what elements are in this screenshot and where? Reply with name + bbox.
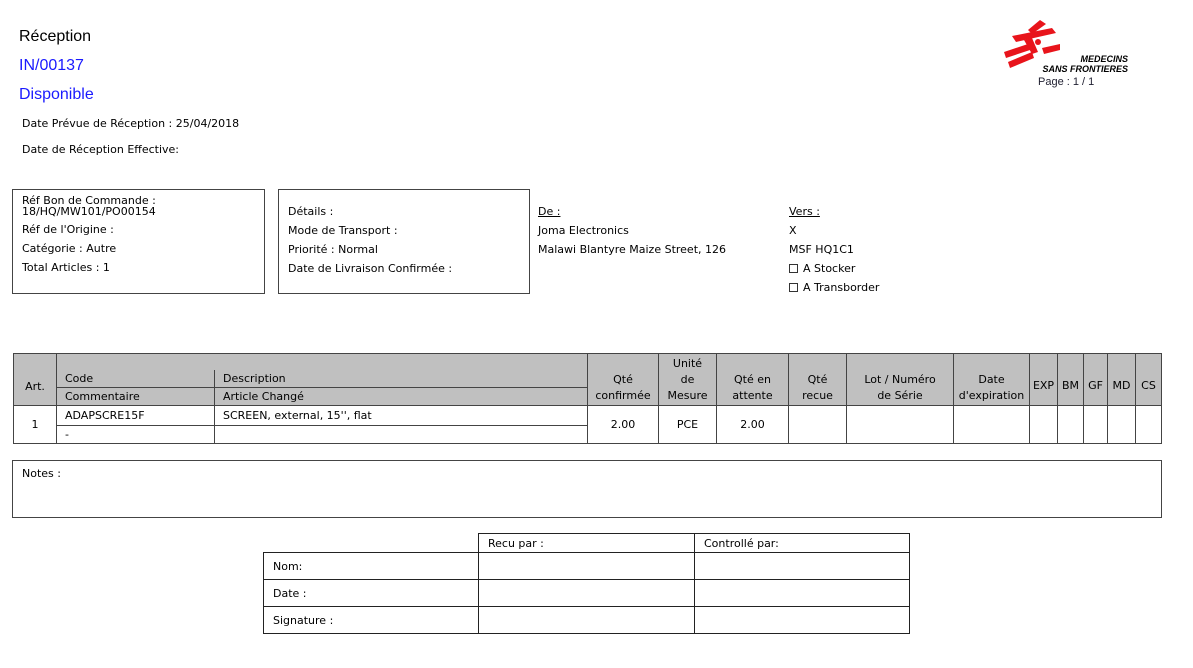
row-lot bbox=[846, 405, 953, 443]
msf-runner-icon bbox=[1004, 20, 1060, 68]
row-article-changed bbox=[214, 425, 587, 443]
col-exp: EXP bbox=[1029, 353, 1057, 405]
status: Disponible bbox=[19, 86, 94, 103]
total-articles: Total Articles : 1 bbox=[22, 261, 110, 274]
col-gf: GF bbox=[1083, 353, 1107, 405]
col-md: MD bbox=[1107, 353, 1135, 405]
page-number: Page : 1 / 1 bbox=[1038, 76, 1095, 88]
msf-logo: MEDECINS SANS FRONTIERES bbox=[1002, 18, 1132, 76]
supplier-address: Malawi Blantyre Maize Street, 126 bbox=[538, 243, 726, 256]
notes-box: Notes : bbox=[12, 460, 1162, 518]
row-qty-confirmed: 2.00 bbox=[587, 405, 658, 443]
details-box: Détails : Mode de Transport : Priorité :… bbox=[278, 189, 530, 294]
notes-label: Notes : bbox=[22, 467, 61, 480]
option-stock-label: A Stocker bbox=[803, 262, 856, 275]
items-table: Art. Code Commentaire Description Articl… bbox=[13, 353, 1162, 444]
controlled-by-header: Controllé par: bbox=[694, 533, 910, 553]
expected-date: Date Prévue de Réception : 25/04/2018 bbox=[22, 117, 240, 130]
destination-name: MSF HQ1C1 bbox=[789, 243, 854, 256]
actual-date: Date de Réception Effective: bbox=[22, 143, 180, 156]
col-qty-confirmed: Qté confirmée bbox=[587, 353, 658, 405]
from-section: De : Joma Electronics Malawi Blantyre Ma… bbox=[538, 202, 726, 259]
col-qty-received: Qté recue bbox=[788, 353, 846, 405]
received-signature-field[interactable] bbox=[478, 606, 695, 634]
received-date-field[interactable] bbox=[478, 579, 695, 607]
date-label: Date : bbox=[263, 579, 479, 607]
to-label: Vers : bbox=[789, 205, 820, 218]
row-bm bbox=[1057, 405, 1083, 443]
controlled-name-field[interactable] bbox=[694, 552, 910, 580]
row-expiry bbox=[953, 405, 1029, 443]
po-label: Réf Bon de Commande : bbox=[22, 194, 156, 207]
category: Catégorie : Autre bbox=[22, 242, 117, 255]
row-exp bbox=[1029, 405, 1057, 443]
col-description: Description bbox=[214, 370, 587, 387]
row-description: SCREEN, external, 15'', flat bbox=[214, 405, 587, 425]
checkbox-icon bbox=[789, 283, 798, 292]
option-transship: A Transborder bbox=[789, 278, 879, 297]
controlled-signature-field[interactable] bbox=[694, 606, 910, 634]
col-code: Code bbox=[56, 370, 214, 387]
document-type: Réception bbox=[19, 28, 92, 45]
row-uom: PCE bbox=[658, 405, 716, 443]
to-x: X bbox=[789, 224, 797, 237]
col-article-changed: Article Changé bbox=[214, 387, 587, 405]
order-info-box: Réf Bon de Commande : 18/HQ/MW101/PO0015… bbox=[12, 189, 265, 294]
col-bm: BM bbox=[1057, 353, 1083, 405]
row-code: ADAPSCRE15F bbox=[56, 405, 214, 425]
confirmed-delivery-date: Date de Livraison Confirmée : bbox=[288, 262, 453, 275]
col-uom: Unité de Mesure bbox=[658, 353, 716, 405]
details: Détails : bbox=[288, 205, 334, 218]
received-name-field[interactable] bbox=[478, 552, 695, 580]
logo-text: MEDECINS SANS FRONTIERES bbox=[1042, 54, 1128, 74]
col-qty-pending: Qté en attente bbox=[716, 353, 788, 405]
supplier-name: Joma Electronics bbox=[538, 224, 629, 237]
to-section: Vers : X MSF HQ1C1 A Stocker A Transbord… bbox=[789, 202, 879, 297]
col-lot: Lot / Numéro de Série bbox=[846, 353, 953, 405]
origin-ref: Réf de l'Origine : bbox=[22, 223, 114, 236]
row-md bbox=[1107, 405, 1135, 443]
signature-label: Signature : bbox=[263, 606, 479, 634]
row-gf bbox=[1083, 405, 1107, 443]
controlled-date-field[interactable] bbox=[694, 579, 910, 607]
row-art: 1 bbox=[13, 405, 56, 443]
from-label: De : bbox=[538, 205, 561, 218]
row-comment: - bbox=[56, 425, 214, 443]
checkbox-icon bbox=[789, 264, 798, 273]
option-stock: A Stocker bbox=[789, 259, 879, 278]
row-qty-pending: 2.00 bbox=[716, 405, 788, 443]
transport-mode: Mode de Transport : bbox=[288, 224, 398, 237]
priority: Priorité : Normal bbox=[288, 243, 378, 256]
po-value: 18/HQ/MW101/PO00154 bbox=[22, 205, 156, 218]
col-comment: Commentaire bbox=[56, 387, 214, 405]
col-expiry: Date d'expiration bbox=[953, 353, 1029, 405]
option-transship-label: A Transborder bbox=[803, 281, 880, 294]
col-cs: CS bbox=[1135, 353, 1161, 405]
col-art: Art. bbox=[13, 353, 56, 405]
name-label: Nom: bbox=[263, 552, 479, 580]
row-qty-received bbox=[788, 405, 846, 443]
row-cs bbox=[1135, 405, 1161, 443]
reference-number: IN/00137 bbox=[19, 57, 84, 74]
received-by-header: Recu par : bbox=[478, 533, 695, 553]
